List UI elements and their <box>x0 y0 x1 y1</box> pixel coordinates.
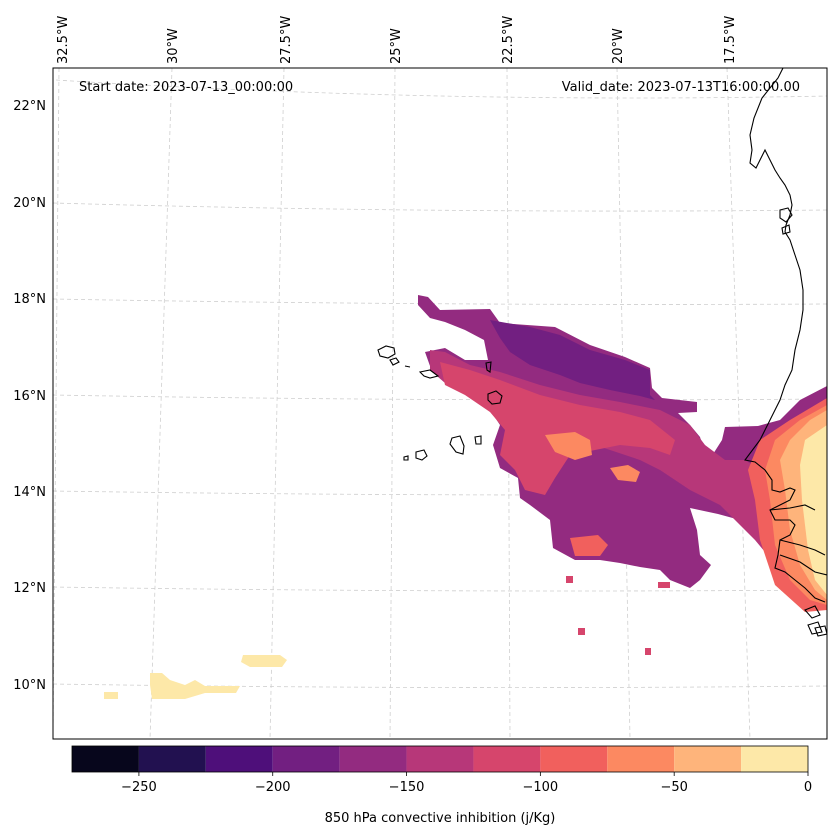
colorbar-segment <box>741 746 808 772</box>
colorbar-tick-label: −50 <box>660 780 687 795</box>
lon-tick-label: 25°W <box>389 28 404 64</box>
lat-tick-label: 20°N <box>13 196 46 211</box>
cin-region-patch-c <box>570 535 608 556</box>
guinea-border <box>779 554 827 576</box>
colorbar-segment <box>272 746 340 772</box>
cin-region-inner <box>440 362 675 495</box>
island-maio <box>474 435 482 445</box>
cin-patch-sw-2 <box>150 673 240 699</box>
lon-tick-label: 17.5°W <box>723 16 738 64</box>
lon-tick-label: 32.5°W <box>56 16 71 64</box>
map-frame <box>52 67 828 740</box>
lat-tick-label: 12°N <box>13 581 46 596</box>
lat-tick-label: 14°N <box>13 485 46 500</box>
cin-region-upper <box>490 320 655 400</box>
start-date-label: Start date: 2023-07-13_00:00:00 <box>79 80 293 95</box>
colorbar-segment <box>205 746 273 772</box>
colorbar-tick-label: −250 <box>121 780 157 795</box>
island-santo-antao <box>377 345 396 359</box>
cin-field <box>104 295 827 699</box>
lat-tick-label: 10°N <box>13 678 46 693</box>
island-sal <box>485 361 492 373</box>
cin-cell-4 <box>658 582 670 588</box>
lat-tick-label: 16°N <box>13 389 46 404</box>
island-canary-2 <box>781 224 791 235</box>
colorbar-segment <box>540 746 608 772</box>
cin-patch-sw-1 <box>241 655 287 667</box>
island-sao-nicolau <box>418 369 440 379</box>
cin-cell-1 <box>566 576 573 583</box>
lon-tick-label: 22.5°W <box>501 16 516 64</box>
colorbar-tick-label: 0 <box>804 780 812 795</box>
longitude-ticks: 32.5°W 30°W 27.5°W 25°W 22.5°W 20°W 17.5… <box>56 16 738 64</box>
island-santa-luzia <box>404 365 411 368</box>
lat-tick-label: 22°N <box>13 99 46 114</box>
island-sao-vicente <box>389 357 400 366</box>
lon-tick-label: 30°W <box>166 28 181 64</box>
colorbar-segment <box>72 746 139 772</box>
cin-patch-sw-3 <box>104 692 118 699</box>
island-santiago <box>449 435 465 455</box>
colorbar-outline <box>71 745 809 773</box>
colorbar-segment <box>607 746 675 772</box>
lon-tick-label: 20°W <box>611 28 626 64</box>
colorbar-ticks: −250 −200 −150 −100 −50 0 <box>121 772 812 795</box>
lon-tick-label: 27.5°W <box>279 16 294 64</box>
islands-bijagos <box>804 605 827 637</box>
colorbar-segments <box>72 746 808 772</box>
island-boa-vista <box>487 390 503 405</box>
border-line <box>779 539 826 556</box>
cin-region-patch-b <box>610 465 640 482</box>
colorbar-segment <box>473 746 541 772</box>
island-fogo <box>415 449 428 461</box>
cin-cell-2 <box>578 628 585 635</box>
map-area <box>53 68 827 739</box>
cin-region-patch-a <box>545 432 592 460</box>
coastlines <box>377 68 827 637</box>
lat-tick-label: 18°N <box>13 292 46 307</box>
colorbar-segment <box>138 746 206 772</box>
colorbar-segment <box>406 746 474 772</box>
african-coastline <box>744 68 826 603</box>
colorbar: −250 −200 −150 −100 −50 0 850 hPa convective … <box>71 745 812 826</box>
gambia-river <box>769 504 816 511</box>
island-brava <box>403 455 409 461</box>
latitude-ticks: 22°N 20°N 18°N 16°N 14°N 12°N 10°N <box>13 99 46 693</box>
colorbar-segment <box>339 746 407 772</box>
valid-date-label: Valid_date: 2023-07-13T16:00:00.00 <box>562 80 800 95</box>
colorbar-tick-label: −150 <box>389 780 425 795</box>
gridlines <box>53 68 827 739</box>
cin-cell-3 <box>645 648 651 655</box>
colorbar-segment <box>674 746 742 772</box>
colorbar-label: 850 hPa convective inhibition (j/Kg) <box>325 811 556 826</box>
colorbar-tick-label: −100 <box>523 780 559 795</box>
colorbar-tick-label: −200 <box>255 780 291 795</box>
island-canary <box>779 207 793 223</box>
